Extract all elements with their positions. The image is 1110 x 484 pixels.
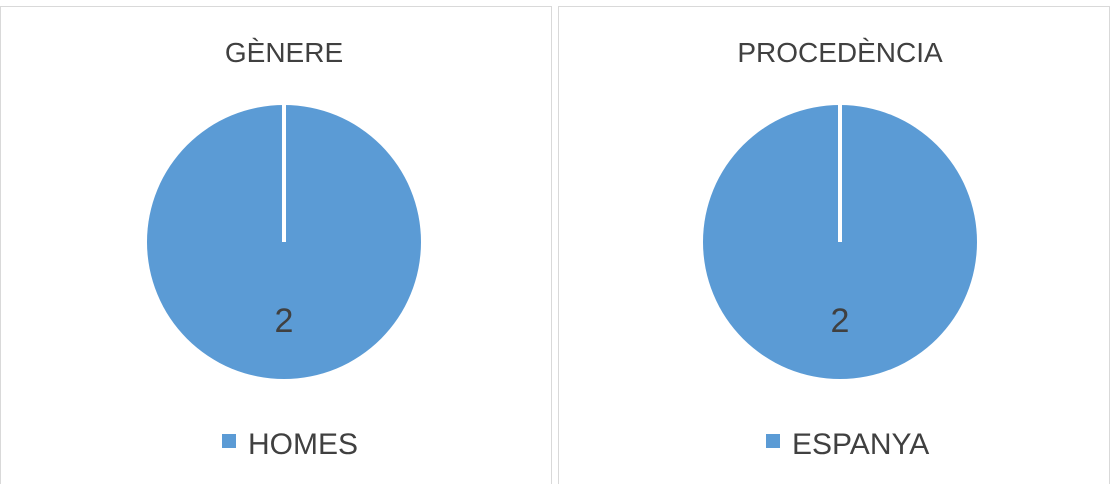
- legend-label: HOMES: [248, 428, 358, 461]
- pie: [147, 105, 421, 379]
- chart-title: GÈNERE: [225, 37, 343, 68]
- chart-title: PROCEDÈNCIA: [737, 37, 943, 68]
- legend-swatch: [766, 434, 780, 448]
- data-label: 2: [831, 302, 850, 340]
- chart-procedencia: PROCEDÈNCIA 2 ESPANYA: [703, 37, 977, 461]
- legend-swatch: [222, 434, 236, 448]
- legend-label: ESPANYA: [792, 428, 929, 461]
- pie: [703, 105, 977, 379]
- chart-genere: GÈNERE 2 HOMES: [147, 37, 421, 461]
- data-label: 2: [275, 302, 294, 340]
